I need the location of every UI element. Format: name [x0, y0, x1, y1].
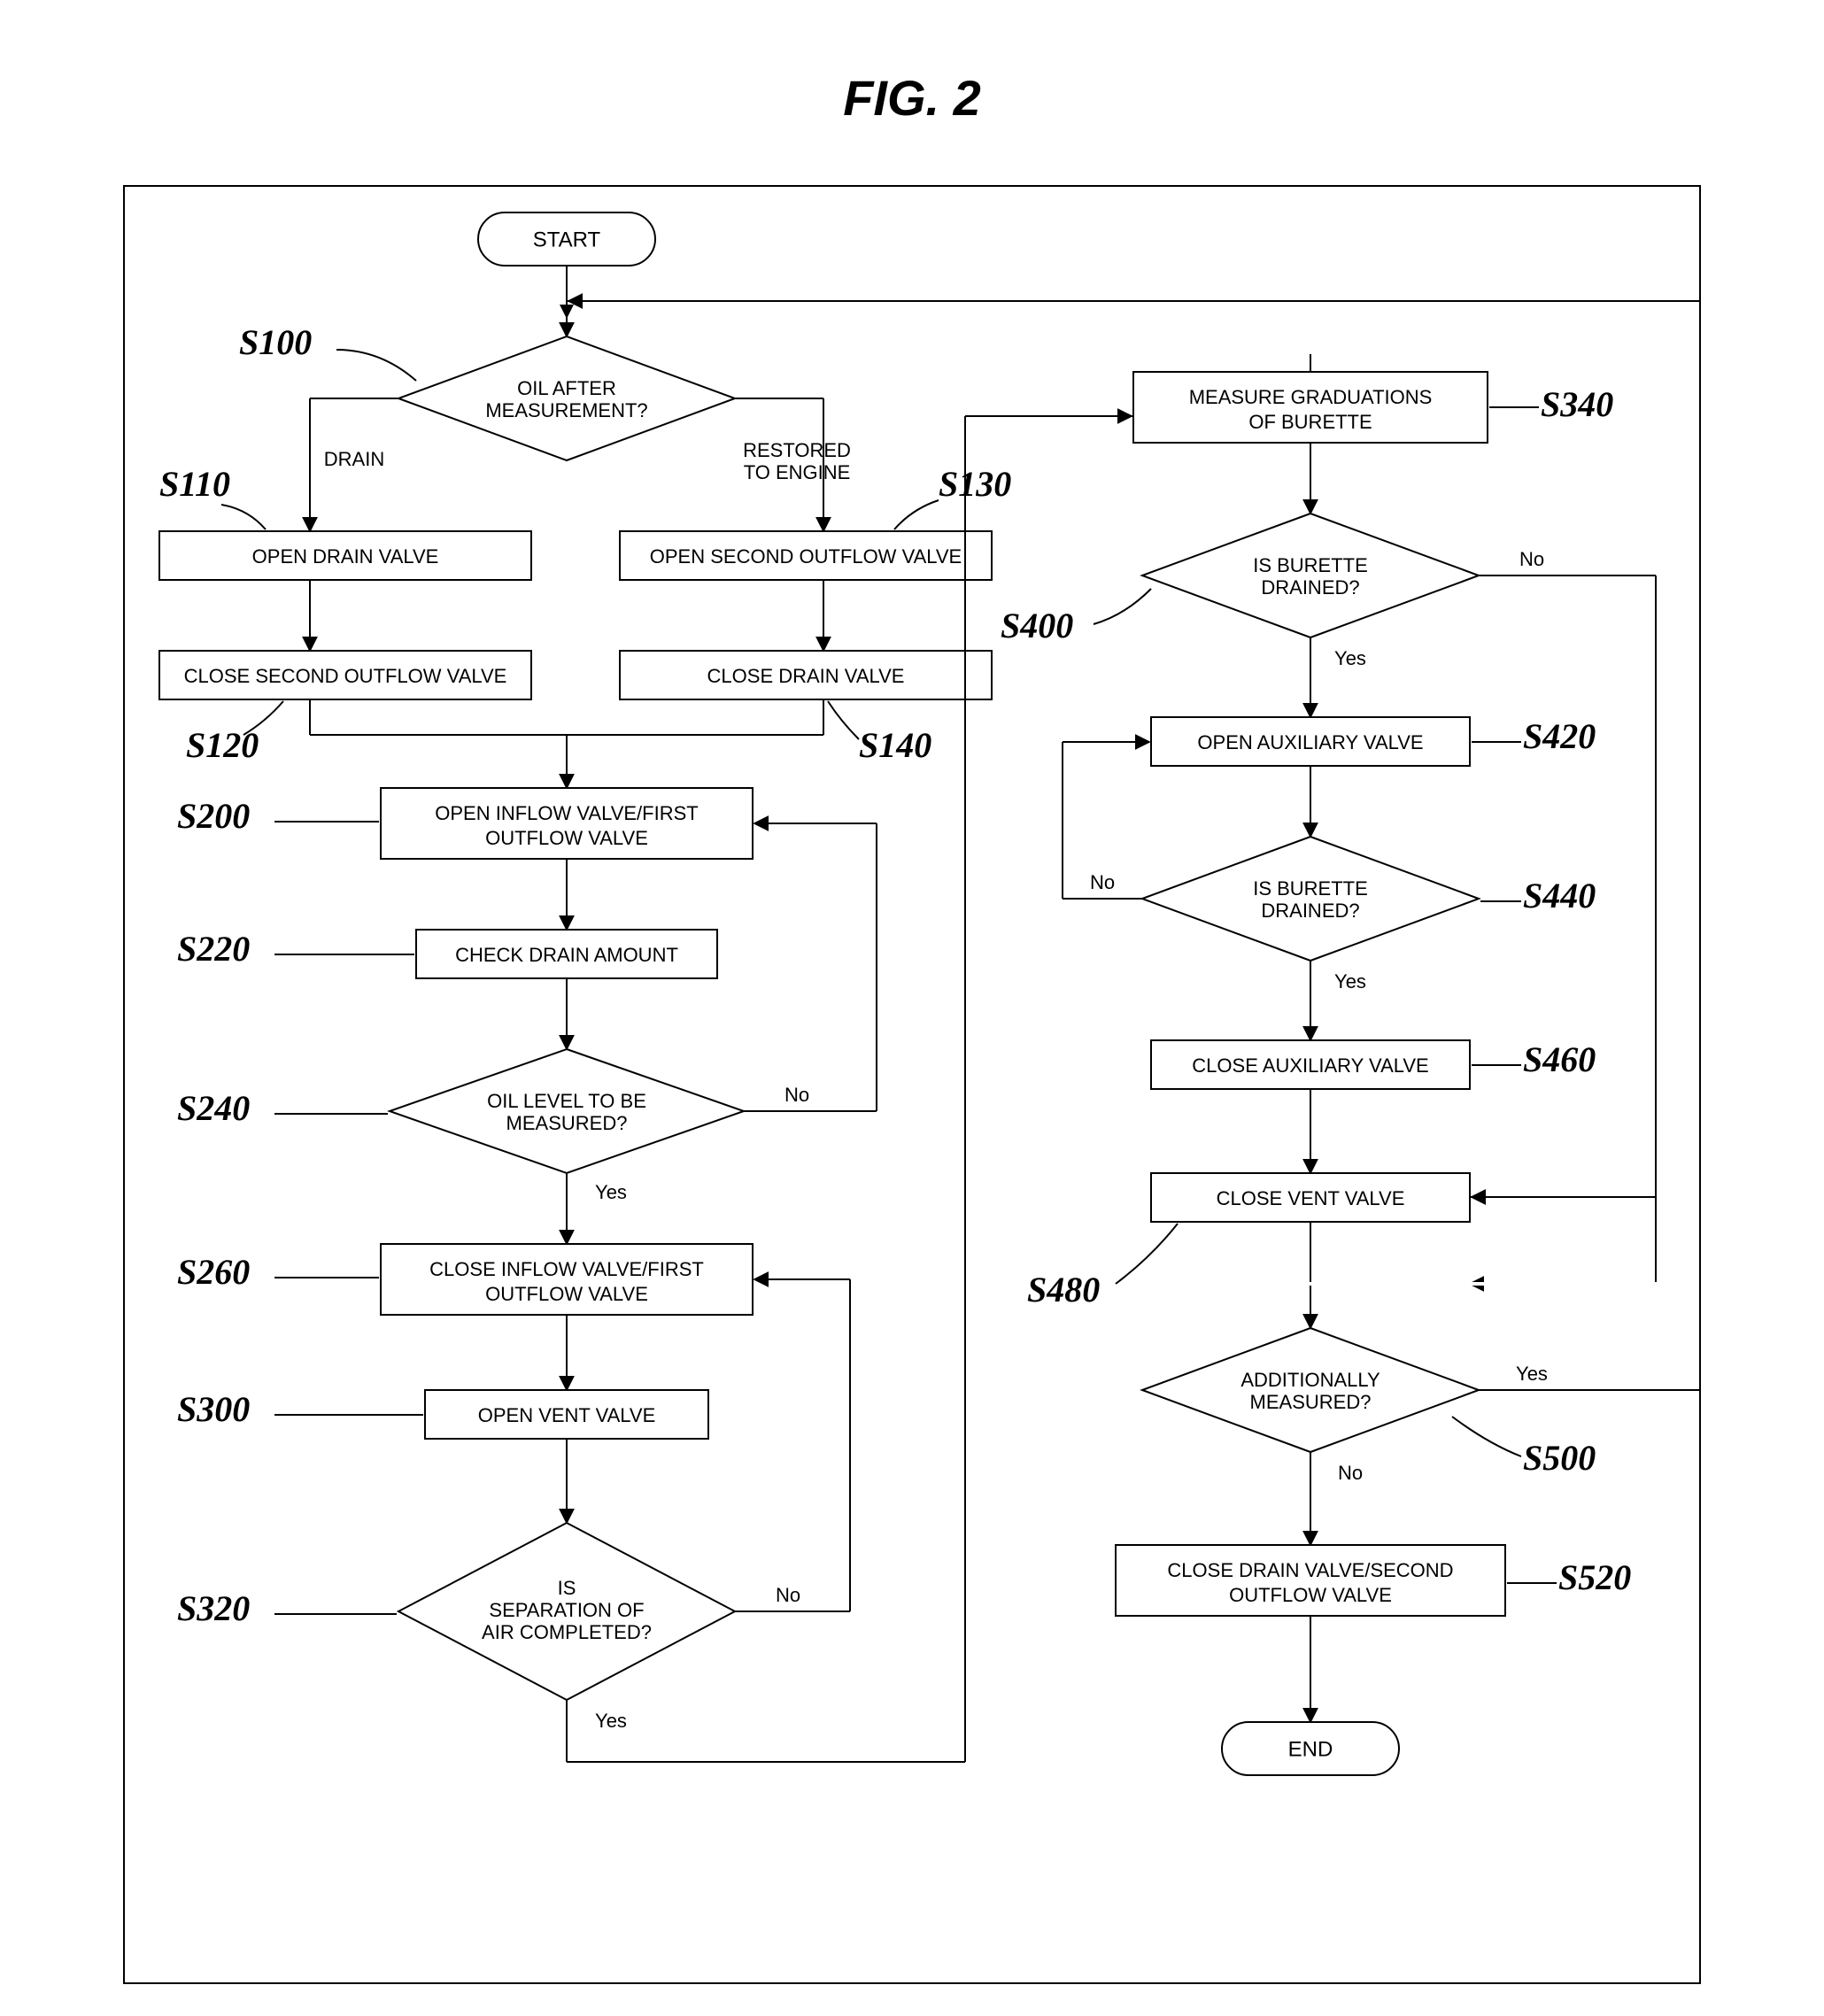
- svg-text:MEASURED?: MEASURED?: [1250, 1391, 1372, 1413]
- terminal-start: START: [478, 212, 655, 266]
- label-s120: S120: [186, 725, 259, 765]
- branch-restored-1: RESTORED: [743, 439, 851, 461]
- svg-text:OUTFLOW VALVE: OUTFLOW VALVE: [485, 1283, 648, 1305]
- process-s260: CLOSE INFLOW VALVE/FIRST OUTFLOW VALVE: [381, 1244, 753, 1315]
- label-s440: S440: [1523, 876, 1596, 915]
- svg-text:OPEN VENT VALVE: OPEN VENT VALVE: [478, 1404, 656, 1426]
- s500-no: No: [1338, 1462, 1363, 1484]
- svg-text:CLOSE VENT VALVE: CLOSE VENT VALVE: [1217, 1187, 1405, 1209]
- figure-title: FIG. 2: [843, 70, 981, 126]
- svg-text:CHECK DRAIN AMOUNT: CHECK DRAIN AMOUNT: [455, 944, 678, 966]
- svg-text:CLOSE DRAIN VALVE/SECOND: CLOSE DRAIN VALVE/SECOND: [1167, 1559, 1453, 1581]
- label-s340: S340: [1541, 384, 1613, 424]
- process-s130: OPEN SECOND OUTFLOW VALVE: [620, 531, 992, 580]
- label-s500: S500: [1523, 1438, 1596, 1478]
- label-s130: S130: [939, 464, 1011, 504]
- process-s460: CLOSE AUXILIARY VALVE: [1151, 1040, 1470, 1089]
- process-s220: CHECK DRAIN AMOUNT: [416, 930, 717, 978]
- label-s260: S260: [177, 1252, 250, 1292]
- label-s200: S200: [177, 796, 250, 836]
- svg-text:MEASURE GRADUATIONS: MEASURE GRADUATIONS: [1189, 386, 1433, 408]
- s240-no: No: [784, 1084, 809, 1106]
- label-s520: S520: [1558, 1557, 1631, 1597]
- process-s140: CLOSE DRAIN VALVE: [620, 651, 992, 699]
- svg-text:IS BURETTE: IS BURETTE: [1253, 877, 1368, 900]
- label-s400: S400: [1001, 606, 1073, 645]
- label-s320: S320: [177, 1588, 250, 1628]
- process-s120: CLOSE SECOND OUTFLOW VALVE: [159, 651, 531, 699]
- svg-text:DRAINED?: DRAINED?: [1261, 900, 1359, 922]
- svg-text:START: START: [533, 228, 601, 251]
- svg-text:OPEN INFLOW VALVE/FIRST: OPEN INFLOW VALVE/FIRST: [435, 802, 698, 824]
- svg-text:ADDITIONALLY: ADDITIONALLY: [1240, 1369, 1380, 1391]
- label-s300: S300: [177, 1389, 250, 1429]
- decision-s320: IS SEPARATION OF AIR COMPLETED?: [398, 1523, 735, 1700]
- s320-yes: Yes: [595, 1710, 627, 1732]
- svg-text:OPEN DRAIN VALVE: OPEN DRAIN VALVE: [252, 545, 439, 568]
- label-s460: S460: [1523, 1039, 1596, 1079]
- process-s520: CLOSE DRAIN VALVE/SECOND OUTFLOW VALVE: [1116, 1545, 1505, 1616]
- decision-s500: ADDITIONALLY MEASURED?: [1142, 1328, 1479, 1452]
- svg-text:OF BURETTE: OF BURETTE: [1248, 411, 1372, 433]
- svg-text:MEASUREMENT?: MEASUREMENT?: [485, 399, 647, 421]
- decision-s100: OIL AFTER MEASUREMENT?: [398, 336, 735, 460]
- process-s340: MEASURE GRADUATIONS OF BURETTE: [1133, 372, 1488, 443]
- svg-text:OPEN AUXILIARY VALVE: OPEN AUXILIARY VALVE: [1197, 731, 1423, 753]
- svg-text:OIL AFTER: OIL AFTER: [517, 377, 616, 399]
- process-s480: CLOSE VENT VALVE: [1151, 1173, 1470, 1222]
- label-s140: S140: [859, 725, 931, 765]
- svg-text:CLOSE AUXILIARY VALVE: CLOSE AUXILIARY VALVE: [1192, 1054, 1428, 1077]
- svg-text:AIR COMPLETED?: AIR COMPLETED?: [482, 1621, 652, 1643]
- svg-text:END: END: [1288, 1737, 1333, 1761]
- branch-drain: DRAIN: [324, 448, 384, 470]
- svg-text:CLOSE DRAIN VALVE: CLOSE DRAIN VALVE: [707, 665, 905, 687]
- terminal-end: END: [1222, 1722, 1399, 1775]
- s400-no: No: [1519, 548, 1544, 570]
- branch-restored-2: TO ENGINE: [744, 461, 851, 483]
- svg-text:CLOSE INFLOW VALVE/FIRST: CLOSE INFLOW VALVE/FIRST: [429, 1258, 704, 1280]
- label-s480: S480: [1027, 1270, 1100, 1309]
- svg-text:CLOSE SECOND OUTFLOW VALVE: CLOSE SECOND OUTFLOW VALVE: [184, 665, 507, 687]
- svg-text:SEPARATION OF: SEPARATION OF: [489, 1599, 644, 1621]
- s440-no: No: [1090, 871, 1115, 893]
- label-s240: S240: [177, 1088, 250, 1128]
- svg-text:MEASURED?: MEASURED?: [506, 1112, 628, 1134]
- svg-text:OUTFLOW VALVE: OUTFLOW VALVE: [1229, 1584, 1392, 1606]
- s240-yes: Yes: [595, 1181, 627, 1203]
- svg-text:OUTFLOW VALVE: OUTFLOW VALVE: [485, 827, 648, 849]
- label-s220: S220: [177, 929, 250, 969]
- label-s110: S110: [159, 464, 230, 504]
- label-s420: S420: [1523, 716, 1596, 756]
- flowchart: FIG. 2 START OIL AFTER MEASUREMENT? S100…: [0, 0, 1824, 2016]
- process-s110: OPEN DRAIN VALVE: [159, 531, 531, 580]
- s500-yes: Yes: [1516, 1363, 1548, 1385]
- svg-text:OIL LEVEL TO BE: OIL LEVEL TO BE: [487, 1090, 646, 1112]
- process-s300: OPEN VENT VALVE: [425, 1390, 708, 1439]
- decision-s440: IS BURETTE DRAINED?: [1142, 837, 1479, 961]
- process-s420: OPEN AUXILIARY VALVE: [1151, 717, 1470, 766]
- s320-no: No: [776, 1584, 800, 1606]
- process-s200: OPEN INFLOW VALVE/FIRST OUTFLOW VALVE: [381, 788, 753, 859]
- svg-text:IS BURETTE: IS BURETTE: [1253, 554, 1368, 576]
- s440-yes: Yes: [1334, 970, 1366, 993]
- svg-text:IS: IS: [558, 1577, 576, 1599]
- s400-yes: Yes: [1334, 647, 1366, 669]
- svg-text:OPEN SECOND OUTFLOW VALVE: OPEN SECOND OUTFLOW VALVE: [650, 545, 962, 568]
- svg-text:DRAINED?: DRAINED?: [1261, 576, 1359, 599]
- decision-s400: IS BURETTE DRAINED?: [1142, 514, 1479, 637]
- decision-s240: OIL LEVEL TO BE MEASURED?: [390, 1049, 744, 1173]
- label-s100: S100: [239, 322, 312, 362]
